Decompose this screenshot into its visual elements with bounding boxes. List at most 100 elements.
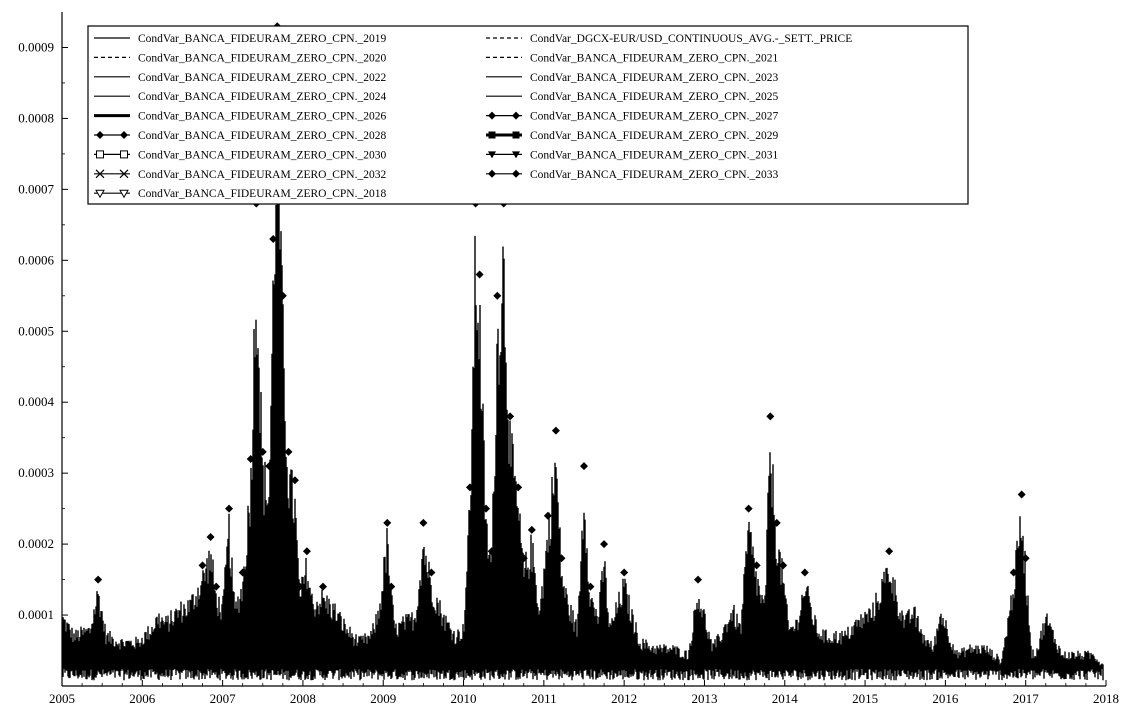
- y-tick-label: 0.0006: [18, 252, 54, 267]
- series-marker: [269, 235, 278, 244]
- y-tick-label: 0.0007: [18, 181, 54, 196]
- legend-label: CondVar_BANCA_FIDEURAM_ZERO_CPN._2031: [530, 149, 778, 161]
- series-marker: [278, 291, 287, 300]
- x-tick-label: 2014: [772, 691, 799, 706]
- series-marker: [258, 447, 267, 456]
- legend-label: CondVar_BANCA_FIDEURAM_ZERO_CPN._2028: [138, 130, 386, 142]
- legend-marker: [512, 131, 520, 139]
- x-tick-label: 2010: [451, 691, 477, 706]
- legend-marker: [119, 169, 129, 179]
- legend-marker: [488, 169, 496, 178]
- series-marker: [383, 518, 392, 527]
- x-tick-label: 2006: [129, 691, 156, 706]
- series-marker: [290, 476, 299, 485]
- legend-label: CondVar_BANCA_FIDEURAM_ZERO_CPN._2033: [530, 169, 778, 181]
- series-marker: [580, 462, 588, 471]
- series-marker: [543, 511, 552, 520]
- legend-marker: [512, 169, 520, 178]
- series-marker: [206, 533, 215, 542]
- legend-label: CondVar_BANCA_FIDEURAM_ZERO_CPN._2024: [138, 91, 386, 103]
- legend: CondVar_BANCA_FIDEURAM_ZERO_CPN._2019 Con…: [87, 25, 969, 205]
- legend-label: CondVar_BANCA_FIDEURAM_ZERO_CPN._2020: [138, 52, 386, 64]
- legend-marker: [488, 111, 496, 120]
- series-marker: [482, 504, 491, 513]
- legend-marker: [120, 150, 128, 159]
- series-marker: [465, 483, 474, 492]
- series-marker: [1017, 490, 1026, 499]
- series-marker: [800, 568, 809, 577]
- y-tick-label: 0.0008: [18, 110, 54, 125]
- y-tick-label: 0.0009: [18, 39, 54, 54]
- legend-label: CondVar_BANCA_FIDEURAM_ZERO_CPN._2021: [530, 52, 778, 64]
- legend-marker: [488, 151, 496, 159]
- x-tick-label: 2017: [1013, 691, 1040, 706]
- series-marker: [620, 568, 629, 577]
- series-marker: [766, 412, 775, 421]
- legend-box: [87, 25, 969, 205]
- x-tick-label: 2012: [611, 691, 637, 706]
- legend-label: CondVar_BANCA_FIDEURAM_ZERO_CPN._2019: [138, 33, 386, 45]
- legend-label: CondVar_BANCA_FIDEURAM_ZERO_CPN._2025: [530, 91, 778, 103]
- y-tick-label: 0.0003: [18, 465, 54, 480]
- legend-label: CondVar_BANCA_FIDEURAM_ZERO_CPN._2023: [530, 72, 778, 84]
- series-marker: [198, 561, 207, 570]
- series-marker: [772, 518, 781, 527]
- legend-marker: [95, 169, 105, 179]
- series-marker: [1009, 568, 1018, 577]
- legend-label: CondVar_BANCA_FIDEURAM_ZERO_CPN._2026: [138, 111, 386, 123]
- legend-label: CondVar_BANCA_FIDEURAM_ZERO_CPN._2032: [138, 169, 386, 181]
- legend-marker: [96, 150, 104, 159]
- x-tick-label: 2013: [691, 691, 717, 706]
- series-marker: [551, 426, 560, 435]
- series-marker: [295, 582, 304, 591]
- legend-label: CondVar_BANCA_FIDEURAM_ZERO_CPN._2027: [530, 111, 778, 123]
- series-marker: [519, 554, 528, 563]
- legend-label: CondVar_DGCX-EUR/USD_CONTINUOUS_AVG.-_SE…: [530, 33, 852, 45]
- legend-label: CondVar_BANCA_FIDEURAM_ZERO_CPN._2030: [138, 149, 386, 161]
- series-marker: [94, 575, 103, 584]
- x-tick-label: 2009: [370, 691, 396, 706]
- legend-marker: [512, 151, 520, 159]
- series-marker: [600, 540, 609, 549]
- series-marker: [514, 483, 523, 492]
- legend-label: CondVar_BANCA_FIDEURAM_ZERO_CPN._2018: [138, 188, 386, 200]
- legend-marker: [119, 189, 129, 199]
- legend-marker: [120, 131, 128, 139]
- series-marker: [527, 525, 536, 534]
- series-marker: [238, 568, 247, 577]
- legend-label: CondVar_BANCA_FIDEURAM_ZERO_CPN._2029: [530, 130, 778, 142]
- series-marker: [586, 582, 595, 591]
- x-tick-label: 2015: [852, 691, 878, 706]
- series-marker: [493, 291, 502, 300]
- series-marker: [752, 561, 761, 570]
- x-tick-label: 2008: [290, 691, 316, 706]
- series-marker: [265, 462, 274, 471]
- series-marker: [779, 561, 788, 570]
- legend-marker: [95, 189, 105, 199]
- legend-marker: [96, 131, 104, 139]
- series-marker: [225, 504, 234, 513]
- series-marker: [419, 518, 428, 527]
- legend-marker: [512, 111, 520, 120]
- x-tick-label: 2011: [531, 691, 557, 706]
- x-tick-label: 2007: [210, 691, 237, 706]
- series-marker: [284, 447, 293, 456]
- series-marker: [506, 412, 515, 421]
- x-tick-label: 2005: [49, 691, 75, 706]
- y-tick-label: 0.0005: [18, 323, 54, 338]
- series-marker: [302, 547, 311, 556]
- series-marker: [427, 568, 436, 577]
- legend-marker: [488, 131, 496, 139]
- x-tick-label: 2016: [932, 691, 959, 706]
- series-marker: [885, 547, 894, 556]
- plot-area: [62, 22, 1104, 681]
- y-tick-label: 0.0002: [18, 536, 54, 551]
- legend-label: CondVar_BANCA_FIDEURAM_ZERO_CPN._2022: [138, 72, 386, 84]
- series-marker: [246, 454, 255, 463]
- series-marker: [319, 582, 327, 591]
- y-tick-label: 0.0004: [18, 394, 54, 409]
- x-tick-label: 2018: [1093, 691, 1119, 706]
- axes: 2005 2006 2007 2008 2009 2010 2011 2012 2013 2014…: [18, 12, 1119, 706]
